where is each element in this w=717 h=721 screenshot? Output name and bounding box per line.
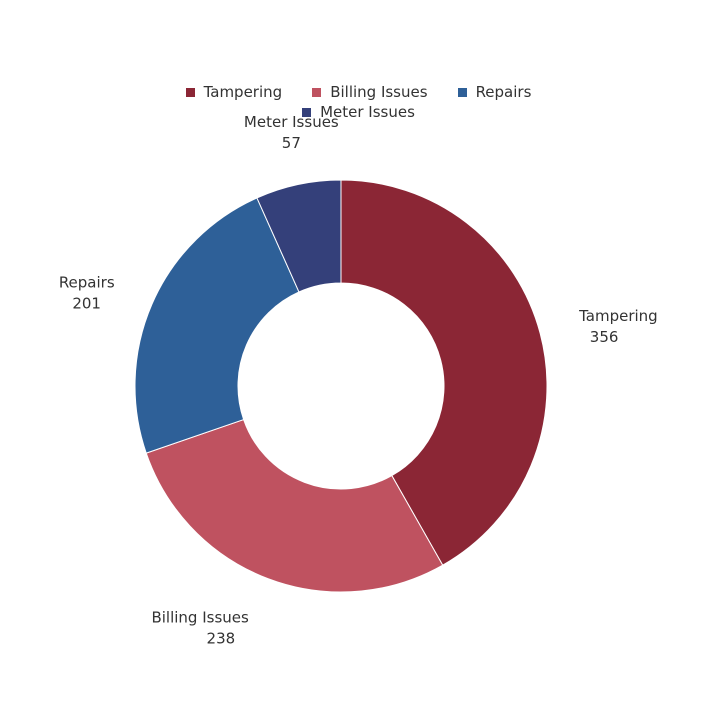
slice-meter-issues: [256, 179, 342, 293]
slice-label-meter-issues: Meter Issues: [244, 113, 339, 131]
legend-label-tampering: Tampering: [203, 83, 283, 101]
slice-value-billing-issues: 238: [207, 630, 236, 648]
legend-item-meter-issues: Meter Issues: [302, 103, 415, 121]
slice-tampering: [340, 179, 548, 566]
legend-swatch-tampering: [185, 87, 195, 97]
slice-label-tampering: Tampering: [578, 307, 658, 325]
slice-value-meter-issues: 57: [282, 134, 301, 152]
donut-slices: [134, 179, 548, 593]
slice-value-tampering: 356: [590, 328, 619, 346]
legend-row: Meter Issues: [0, 102, 717, 122]
legend-label-repairs: Repairs: [475, 83, 532, 101]
legend-label-meter-issues: Meter Issues: [320, 103, 415, 121]
slice-billing-issues: [145, 418, 444, 593]
slice-labels: Tampering 356 Billing Issues 238 Repairs 201 M…: [59, 113, 658, 647]
chart-legend: Tampering Billing Issues Repairs Meter I…: [0, 82, 717, 122]
slice-label-repairs: Repairs: [59, 273, 115, 291]
legend-item-tampering: Tampering: [185, 83, 283, 101]
legend-swatch-meter-issues: [302, 107, 312, 117]
legend-item-repairs: Repairs: [457, 83, 532, 101]
legend-row: Tampering Billing Issues Repairs: [0, 82, 717, 102]
legend-label-billing-issues: Billing Issues: [330, 83, 428, 101]
legend-swatch-repairs: [457, 87, 467, 97]
slice-label-billing-issues: Billing Issues: [151, 609, 249, 627]
legend-swatch-billing-issues: [312, 87, 322, 97]
slice-repairs: [134, 197, 300, 454]
slice-value-repairs: 201: [72, 294, 101, 312]
legend-item-billing-issues: Billing Issues: [312, 83, 428, 101]
